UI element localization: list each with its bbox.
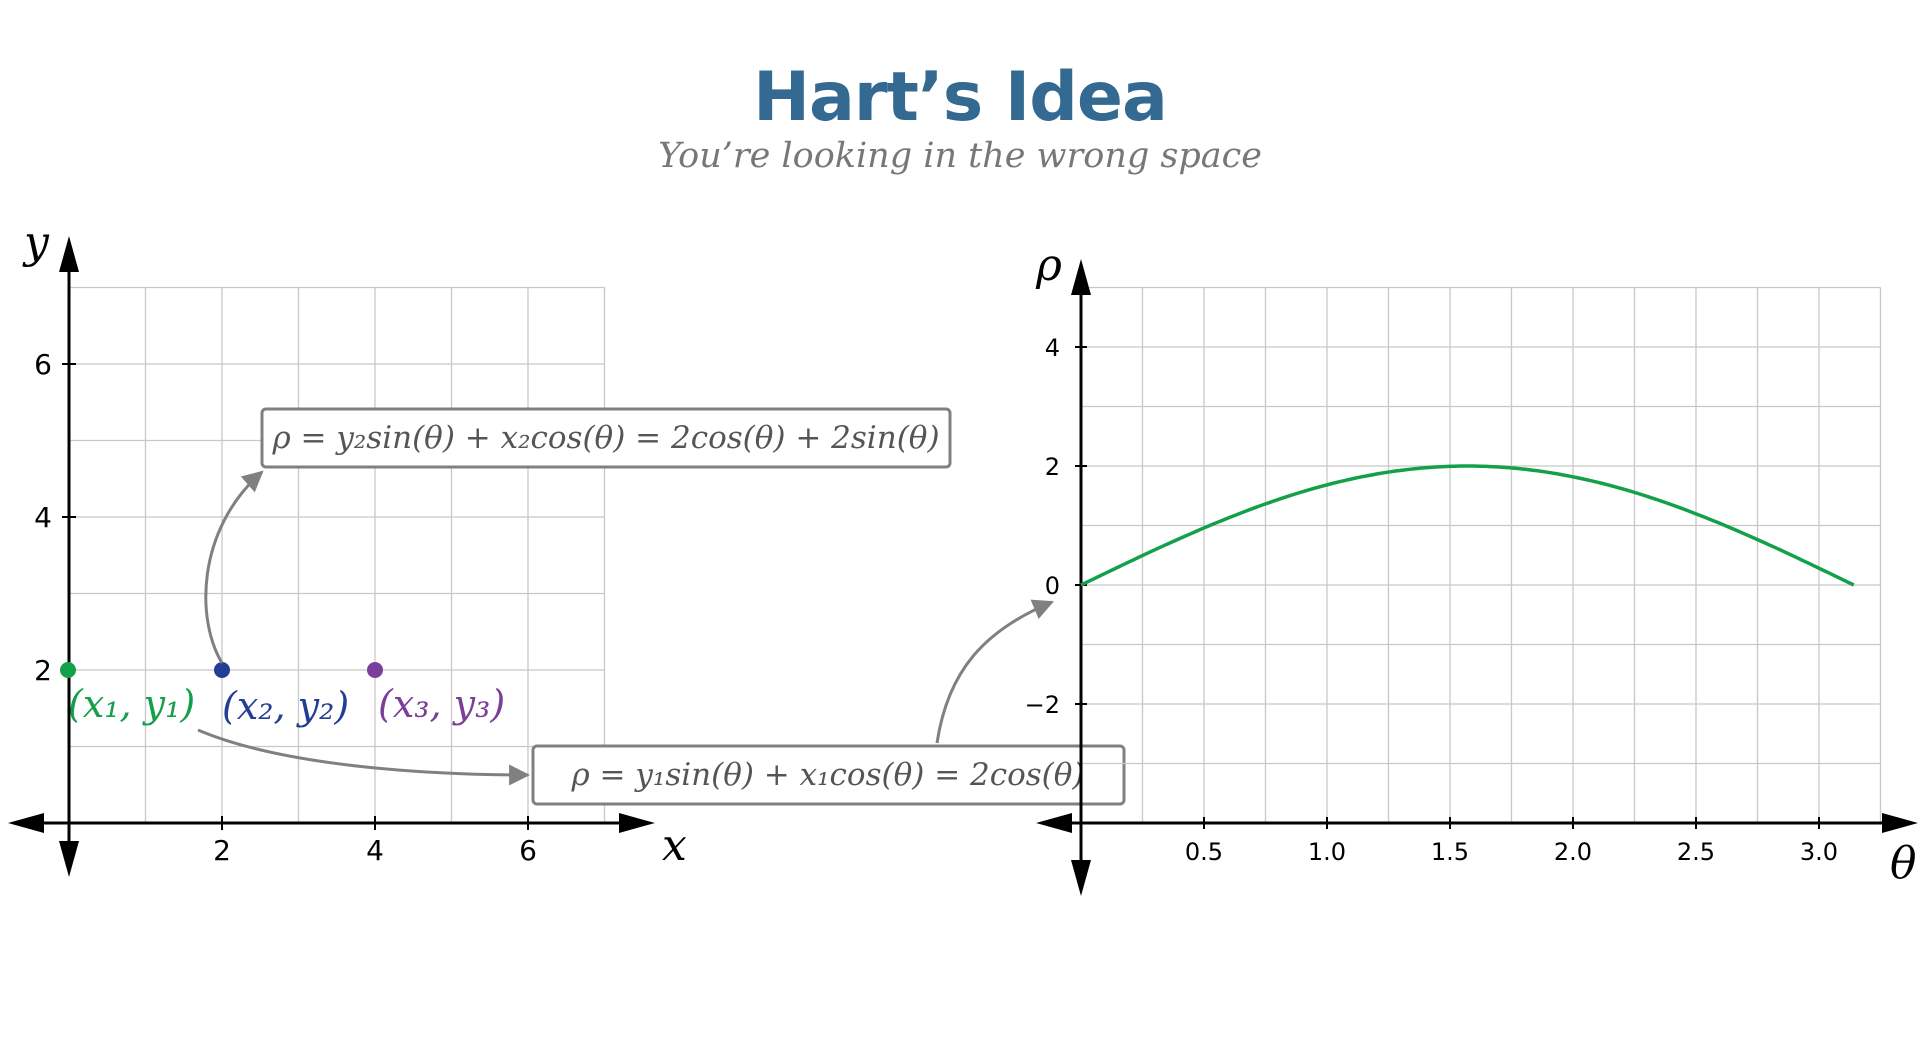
left-x-axis-arrow-left [8,813,44,833]
y-tick-label: −2 [1025,691,1060,719]
left-y-tick-label: 6 [34,348,52,381]
point-3-dot [367,662,383,678]
left-x-axis-name: x [662,820,687,871]
x-tick-label: 3.0 [1800,838,1838,866]
point-1-dot [60,662,76,678]
point-3-label: (x₃, y₃) [378,682,505,726]
arrow-bottom-equation-to-chart [935,599,1054,744]
page-title: Hart’s Idea [753,58,1168,137]
right-y-axis-name: ρ [1035,240,1062,291]
right-x-axis-arrow-right [1882,813,1918,833]
x-tick-label: 1.0 [1308,838,1346,866]
arrow-point1-to-bottom-equation [197,728,531,786]
point-1-label: (x₁, y₁) [68,682,195,726]
x-tick-label: 2.5 [1677,838,1715,866]
left-y-ticks: 2 4 6 [34,348,76,687]
x-tick-label: 0.5 [1185,838,1223,866]
y-tick-label: 4 [1045,334,1060,362]
point-2-label: (x₂, y₂) [222,684,349,728]
point-2-dot [214,662,230,678]
y-tick-label: 0 [1045,572,1060,600]
left-x-ticks: 2 4 6 [213,816,537,867]
left-x-tick-label: 6 [519,834,537,867]
series-line-2sin-theta [1080,464,1855,587]
right-y-axis-arrow-down [1071,860,1091,896]
equation-top-text: ρ = y₂sin(θ) + x₂cos(θ) = 2cos(θ) + 2sin… [271,420,939,456]
x-tick-label: 2.0 [1554,838,1592,866]
arrow-point2-to-top-equation [204,470,264,664]
right-x-axis-arrow-left [1036,813,1072,833]
right-grid [1081,286,1882,824]
right-ticks: 0.5 1.0 1.5 2.0 2.5 3.0 4 2 0 −2 [1025,334,1838,866]
equation-bottom-text: ρ = y₁sin(θ) + x₁cos(θ) = 2cos(θ) [570,757,1084,793]
equation-box-top: ρ = y₂sin(θ) + x₂cos(θ) = 2cos(θ) + 2sin… [260,407,952,469]
left-x-tick-label: 4 [366,834,384,867]
y-tick-label: 2 [1045,453,1060,481]
right-y-axis-arrow-up [1071,259,1091,295]
equation-box-bottom: ρ = y₁sin(θ) + x₁cos(θ) = 2cos(θ) [531,744,1126,806]
right-chart: 0.5 1.0 1.5 2.0 2.5 3.0 4 2 0 −2 θ ρ [1025,240,1918,896]
left-y-axis-arrow-up [59,236,79,272]
left-grid [69,286,606,823]
right-x-axis-name: θ [1890,838,1917,889]
page-subtitle: You’re looking in the wrong space [658,136,1262,176]
left-x-axis-arrow-right [619,813,655,833]
left-y-axis-arrow-down [59,841,79,877]
left-y-tick-label: 2 [34,654,52,687]
x-tick-label: 1.5 [1431,838,1469,866]
left-x-tick-label: 2 [213,834,231,867]
left-y-tick-label: 4 [34,501,52,534]
left-plot: 2 4 6 2 4 6 x y (x₁, y₁) (x₂, y₂) (x₃, y… [8,217,687,877]
left-y-axis-name: y [22,217,50,268]
